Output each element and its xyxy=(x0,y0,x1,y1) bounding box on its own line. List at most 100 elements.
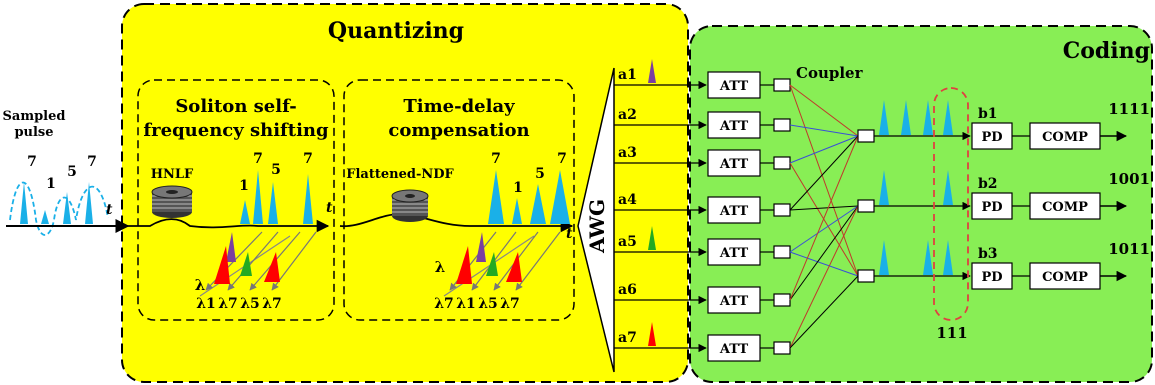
sampled-envelope xyxy=(9,181,109,236)
port-spectrum-a1 xyxy=(648,59,656,83)
sampled-pulse-label-1: Sampled xyxy=(3,109,66,124)
splitter-box-a1 xyxy=(773,78,791,92)
coding-pulse-b1-2 xyxy=(901,100,911,135)
output-label-b2: b2 xyxy=(978,176,998,192)
att-box-a6 xyxy=(707,286,761,314)
awg-label: AWG xyxy=(585,199,609,254)
ssfs-lambda-label: λ xyxy=(195,276,206,294)
tdc-title-line1: Time-delay xyxy=(403,96,515,117)
tdc-box xyxy=(343,79,575,321)
pd-label-b3: PD xyxy=(981,270,1002,285)
awg-block xyxy=(577,67,615,373)
selection-label: 111 xyxy=(936,324,967,342)
output-label-b1: b1 xyxy=(978,106,998,122)
tdc-wavelength-3: λ5 xyxy=(478,296,498,312)
att-label-a3: ATT xyxy=(719,157,749,172)
ssfs-pulse-4 xyxy=(303,174,313,224)
coding-pulse-b1-1 xyxy=(879,100,889,135)
att-label-a2: ATT xyxy=(719,119,749,134)
ssfs-pulse-1 xyxy=(240,200,250,224)
input-value-1: 7 xyxy=(27,154,37,170)
tdc-value-2: 1 xyxy=(513,180,523,196)
hnlf-spool-icon xyxy=(151,185,193,218)
tdc-wavelength-2: λ1 xyxy=(456,296,476,312)
sampled-pulse-label-2: pulse xyxy=(14,125,53,140)
att-label-a5: ATT xyxy=(719,246,749,261)
output-label-b3: b3 xyxy=(978,246,998,262)
ndf-label: Flattened-NDF xyxy=(346,167,454,182)
ssfs-wavelength-2: λ7 xyxy=(218,296,238,312)
port-label-a7: a7 xyxy=(618,330,637,346)
coding-pulse-b1-3 xyxy=(923,100,933,135)
tdc-lambda-label: λ xyxy=(435,258,446,276)
splitter-box-a6 xyxy=(773,293,791,307)
tdc-value-1: 7 xyxy=(491,151,501,167)
splitter-box-a7 xyxy=(773,341,791,355)
coding-pulse-b3-2 xyxy=(923,240,933,275)
awg-ports: a1 ATT a2 ATT a3 ATT a4 ATT a5 ATT a6 ATT a7 ATT xyxy=(614,59,791,362)
ssfs-time-axis: t xyxy=(326,200,333,216)
ssfs-wavelength-diagram xyxy=(199,231,317,297)
input-pulse-4 xyxy=(85,182,93,224)
port-label-a5: a5 xyxy=(618,234,637,250)
coupler-label: Coupler xyxy=(796,64,864,82)
tdc-time-axis: t xyxy=(566,226,573,242)
att-label-a4: ATT xyxy=(719,204,749,219)
att-label-a6: ATT xyxy=(719,294,749,309)
splitter-box-a5 xyxy=(773,245,791,259)
ssfs-box xyxy=(137,79,335,321)
ssfs-title-line2: frequency shifting xyxy=(143,120,329,141)
comp-label-b2: COMP xyxy=(1042,200,1088,215)
coding-panel xyxy=(689,25,1153,383)
att-label-a1: ATT xyxy=(719,79,749,94)
input-value-3: 5 xyxy=(67,164,77,180)
ssfs-value-4: 7 xyxy=(303,151,313,167)
att-box-a4 xyxy=(707,196,761,224)
ssfs-pulse-3 xyxy=(268,182,278,224)
pd-box-b2 xyxy=(971,192,1013,220)
port-label-a2: a2 xyxy=(618,107,637,123)
selection-ellipse xyxy=(933,87,969,321)
att-box-a5 xyxy=(707,238,761,266)
att-box-a1 xyxy=(707,71,761,99)
comp-label-b3: COMP xyxy=(1042,270,1088,285)
tdc-value-4: 7 xyxy=(557,151,567,167)
output-code-b1: 1111 xyxy=(1108,100,1150,118)
splitter-box-a4 xyxy=(773,203,791,217)
tdc-pulse-1 xyxy=(488,170,504,224)
att-label-a7: ATT xyxy=(719,342,749,357)
att-box-a2 xyxy=(707,111,761,139)
coding-pulse-b3-1 xyxy=(879,240,889,275)
tdc-pulse-3 xyxy=(530,184,546,224)
comp-box-b2 xyxy=(1029,192,1101,220)
ssfs-pulse-2 xyxy=(253,170,263,224)
coding-outputs: b1 PD COMP 1111 b2 PD COMP 1001 b3 PD COMP 1011 xyxy=(857,100,1150,290)
port-spectrum-a5 xyxy=(648,226,656,250)
input-value-4: 7 xyxy=(87,154,97,170)
comp-label-b1: COMP xyxy=(1042,130,1088,145)
ssfs-value-1: 1 xyxy=(239,178,249,194)
tdc-wavelength-diagram xyxy=(443,231,561,297)
input-pulse-2 xyxy=(41,210,49,224)
ssfs-wavelength-1: λ1 xyxy=(196,296,216,312)
pd-label-b1: PD xyxy=(981,130,1002,145)
comp-box-b1 xyxy=(1029,122,1101,150)
tdc-value-3: 5 xyxy=(535,166,545,182)
tdc-pulse-4 xyxy=(550,170,570,224)
port-label-a4: a4 xyxy=(618,192,637,208)
pd-box-b3 xyxy=(971,262,1013,290)
coupler-box-b2 xyxy=(857,199,875,213)
main-fiber-line xyxy=(128,218,330,233)
coding-pulse-b3-3 xyxy=(943,240,953,275)
port-spectrum-a7 xyxy=(648,322,656,346)
ssfs-value-2: 7 xyxy=(253,151,263,167)
coding-pulse-b2-1 xyxy=(879,170,889,205)
port-label-a1: a1 xyxy=(618,67,637,83)
ndf-spool-icon xyxy=(391,189,429,222)
ssfs-wavelength-3: λ5 xyxy=(240,296,260,312)
ssfs-wavelength-4: λ7 xyxy=(262,296,282,312)
ssfs-value-3: 5 xyxy=(271,162,281,178)
comp-box-b3 xyxy=(1029,262,1101,290)
tdc-pulse-2 xyxy=(512,198,522,224)
